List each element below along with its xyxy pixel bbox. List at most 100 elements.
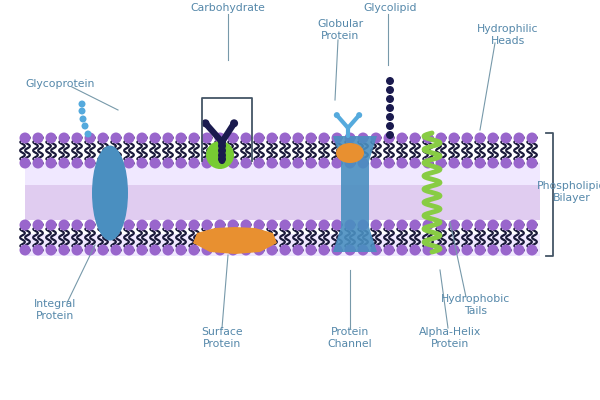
Circle shape — [46, 244, 56, 256]
Circle shape — [461, 132, 473, 144]
Circle shape — [409, 158, 421, 168]
Circle shape — [319, 220, 329, 230]
Text: Protein
Channel: Protein Channel — [328, 327, 373, 349]
Circle shape — [305, 220, 317, 230]
Circle shape — [176, 158, 187, 168]
Circle shape — [97, 244, 109, 256]
Circle shape — [97, 132, 109, 144]
Circle shape — [280, 244, 290, 256]
Text: Carbohydrate: Carbohydrate — [191, 3, 265, 13]
Circle shape — [85, 130, 91, 138]
Circle shape — [397, 244, 407, 256]
Circle shape — [188, 220, 199, 230]
Circle shape — [266, 132, 277, 144]
Text: Surface
Protein: Surface Protein — [201, 327, 243, 349]
Circle shape — [149, 220, 161, 230]
Circle shape — [409, 220, 421, 230]
Circle shape — [218, 155, 226, 163]
Polygon shape — [333, 136, 377, 161]
Circle shape — [386, 77, 394, 85]
Circle shape — [137, 220, 148, 230]
Circle shape — [422, 220, 433, 230]
Circle shape — [500, 158, 511, 168]
Circle shape — [280, 132, 290, 144]
Circle shape — [202, 158, 212, 168]
Circle shape — [254, 132, 265, 144]
Circle shape — [85, 132, 95, 144]
Bar — [25, 163, 540, 185]
Circle shape — [124, 244, 134, 256]
Circle shape — [449, 132, 460, 144]
Circle shape — [449, 158, 460, 168]
Circle shape — [487, 244, 499, 256]
Circle shape — [227, 220, 239, 230]
Circle shape — [85, 158, 95, 168]
Circle shape — [319, 132, 329, 144]
Circle shape — [163, 244, 173, 256]
Circle shape — [254, 158, 265, 168]
Circle shape — [202, 244, 212, 256]
Circle shape — [487, 220, 499, 230]
Circle shape — [176, 220, 187, 230]
Circle shape — [215, 220, 226, 230]
Circle shape — [124, 220, 134, 230]
Bar — [25, 168, 540, 220]
Circle shape — [202, 220, 212, 230]
Circle shape — [293, 244, 304, 256]
Circle shape — [227, 158, 239, 168]
Circle shape — [46, 132, 56, 144]
Circle shape — [319, 158, 329, 168]
Circle shape — [163, 132, 173, 144]
Bar — [25, 234, 540, 256]
Circle shape — [206, 141, 234, 169]
Circle shape — [422, 244, 433, 256]
Circle shape — [215, 158, 226, 168]
Text: Integral
Protein: Integral Protein — [34, 299, 76, 321]
Circle shape — [241, 220, 251, 230]
Ellipse shape — [336, 143, 364, 163]
Circle shape — [305, 158, 317, 168]
Circle shape — [409, 132, 421, 144]
Circle shape — [331, 244, 343, 256]
Circle shape — [422, 158, 433, 168]
Circle shape — [514, 132, 524, 144]
Circle shape — [149, 244, 161, 256]
Circle shape — [59, 158, 70, 168]
Circle shape — [202, 119, 209, 127]
Polygon shape — [193, 227, 277, 254]
Circle shape — [386, 122, 394, 130]
Circle shape — [386, 104, 394, 112]
Circle shape — [85, 220, 95, 230]
Circle shape — [137, 132, 148, 144]
Circle shape — [397, 132, 407, 144]
Circle shape — [386, 95, 394, 103]
Circle shape — [215, 132, 226, 144]
Circle shape — [500, 220, 511, 230]
Circle shape — [218, 142, 226, 150]
Circle shape — [71, 132, 83, 144]
Circle shape — [79, 116, 86, 122]
Circle shape — [71, 220, 83, 230]
Circle shape — [331, 220, 343, 230]
Circle shape — [110, 132, 121, 144]
Circle shape — [386, 131, 394, 139]
Circle shape — [371, 132, 382, 144]
Circle shape — [475, 220, 485, 230]
Circle shape — [32, 158, 44, 168]
Circle shape — [227, 132, 239, 144]
Circle shape — [266, 158, 277, 168]
Circle shape — [383, 244, 395, 256]
Text: Hydrophobic
Tails: Hydrophobic Tails — [442, 294, 511, 316]
Circle shape — [436, 220, 446, 230]
Circle shape — [79, 100, 86, 108]
Circle shape — [163, 158, 173, 168]
Circle shape — [527, 158, 538, 168]
Circle shape — [46, 220, 56, 230]
Circle shape — [436, 244, 446, 256]
Bar — [341, 161, 369, 227]
Circle shape — [475, 158, 485, 168]
Circle shape — [475, 132, 485, 144]
Circle shape — [59, 132, 70, 144]
Circle shape — [475, 244, 485, 256]
Circle shape — [386, 86, 394, 94]
